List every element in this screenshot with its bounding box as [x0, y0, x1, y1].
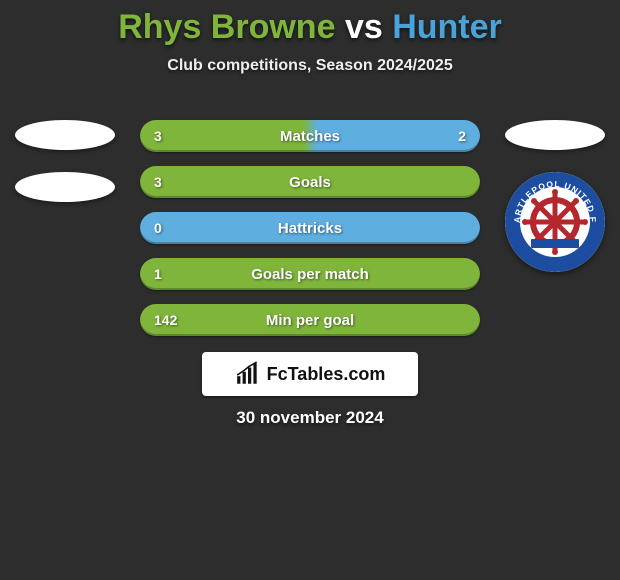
club-badge-hartlepool: HARTLEPOOL UNITED FC The Fisher's Friend: [505, 172, 605, 272]
stat-left-value: 0: [154, 212, 162, 244]
stat-row: 3 Matches 2: [140, 120, 480, 152]
page-title: Rhys Browne vs Hunter: [0, 0, 620, 47]
stat-left-value: 1: [154, 258, 162, 290]
attribution-text: FcTables.com: [267, 364, 386, 385]
stat-row: 1 Goals per match: [140, 258, 480, 290]
stat-left-value: 142: [154, 304, 177, 336]
stat-right-value: 2: [458, 120, 466, 152]
vs-label: vs: [345, 8, 383, 46]
attribution-box: FcTables.com: [202, 352, 418, 396]
stat-row: 3 Goals: [140, 166, 480, 198]
team-logo-placeholder: [15, 172, 115, 202]
stats-table: 3 Matches 2 3 Goals 0 Hattricks 1 Goals per matc…: [140, 120, 480, 350]
stat-left-value: 3: [154, 120, 162, 152]
stat-row: 142 Min per goal: [140, 304, 480, 336]
right-badge-column: HARTLEPOOL UNITED FC The Fisher's Friend: [500, 120, 610, 272]
player2-name: Hunter: [392, 8, 502, 46]
stat-label: Min per goal: [266, 312, 354, 329]
stat-label: Goals per match: [251, 266, 369, 283]
stat-label: Matches: [280, 128, 340, 145]
team-logo-placeholder: [505, 120, 605, 150]
stat-label: Goals: [289, 174, 331, 191]
stat-left-value: 3: [154, 166, 162, 198]
left-badge-column: [10, 120, 120, 224]
player1-name: Rhys Browne: [118, 8, 335, 46]
stat-label: Hattricks: [278, 220, 342, 237]
chart-icon: [235, 361, 261, 387]
team-logo-placeholder: [15, 120, 115, 150]
subtitle: Club competitions, Season 2024/2025: [0, 57, 620, 75]
stat-row: 0 Hattricks: [140, 212, 480, 244]
date-label: 30 november 2024: [0, 408, 620, 428]
